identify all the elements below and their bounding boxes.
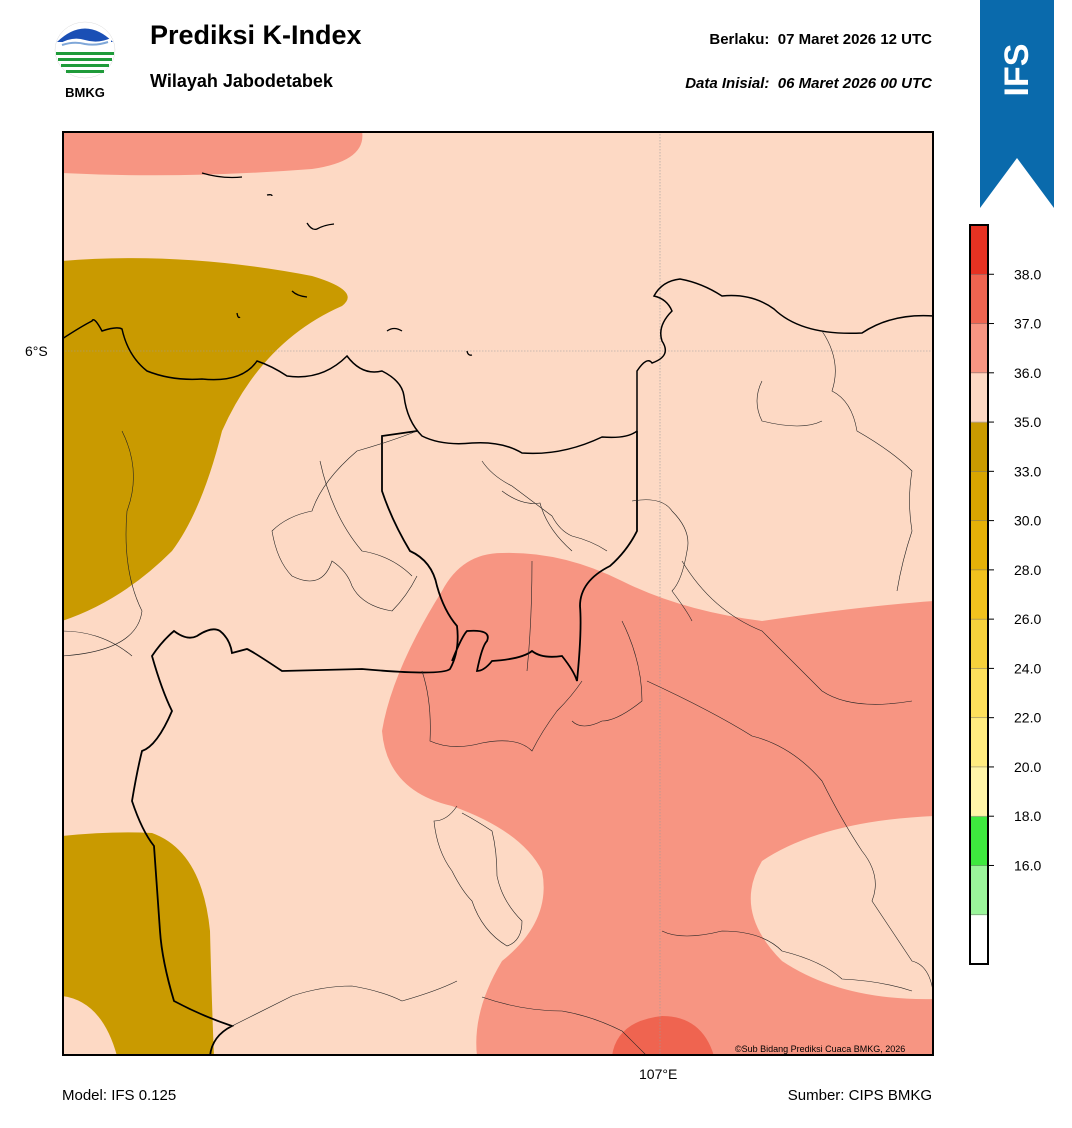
colorbar-tick-label: 36.0: [1014, 365, 1041, 381]
colorbar-tick-label: 20.0: [1014, 759, 1041, 775]
bmkg-logo-icon: [54, 21, 116, 79]
colorbar-segment: [970, 668, 988, 719]
colorbar-tick-label: 24.0: [1014, 660, 1041, 676]
coastline: [62, 278, 934, 455]
colorbar-segment: [970, 225, 988, 275]
init-time-label: Data Inisial:: [685, 75, 770, 92]
map-frame: [62, 131, 934, 1056]
islands: [201, 172, 473, 356]
colorbar-tick-label: 35.0: [1014, 414, 1041, 430]
k-index-map: [62, 131, 934, 1056]
valid-time-label: Berlaku:: [709, 31, 770, 48]
page-title: Prediksi K-Index: [150, 20, 362, 50]
colorbar-segment: [970, 914, 988, 965]
colorbar-tick-label: 38.0: [1014, 266, 1041, 282]
colorbar-ticks: 38.0 37.0 36.0 35.0 33.0 30.0 28.0 26.0 24.0 22.0…: [988, 266, 1041, 873]
valid-time: Berlaku: 07 Maret 2026 12 UTC: [709, 31, 932, 48]
init-time-value: 06 Maret 2026 00 UTC: [777, 75, 932, 92]
colorbar-tick-label: 26.0: [1014, 611, 1041, 627]
province-boundary: [131, 430, 638, 1056]
colorbar-segment: [970, 471, 988, 522]
map-credit: ©Sub Bidang Prediksi Cuaca BMKG, 2026: [735, 1044, 906, 1054]
k-index-zone-37-38: [612, 1016, 714, 1056]
colorbar-segment: [970, 372, 988, 423]
lat-tick-6s: 6°S: [25, 343, 48, 359]
regency-boundaries: [62, 330, 934, 1056]
footer-source: Sumber: CIPS BMKG: [787, 1087, 932, 1104]
k-index-zone-33-35-northwest: [62, 258, 348, 621]
colorbar-tick-label: 22.0: [1014, 710, 1041, 726]
colorbar-segment: [970, 569, 988, 620]
colorbar-segments: [970, 225, 988, 965]
k-index-colorbar: 38.0 37.0 36.0 35.0 33.0 30.0 28.0 26.0 24.0 22.0…: [969, 224, 1041, 965]
colorbar-segment: [970, 766, 988, 817]
colorbar-segment: [970, 816, 988, 866]
k-index-zone-33-35-southwest: [62, 832, 214, 1056]
colorbar-tick-label: 18.0: [1014, 808, 1041, 824]
colorbar-segment: [970, 865, 988, 916]
colorbar-segment: [970, 619, 988, 669]
colorbar-tick-label: 28.0: [1014, 562, 1041, 578]
k-index-zone-36-37-south: [382, 552, 934, 1056]
colorbar-segment: [970, 717, 988, 768]
logo-text: BMKG: [65, 85, 105, 100]
footer-model: Model: IFS 0.125: [62, 1087, 177, 1104]
colorbar-tick-label: 30.0: [1014, 513, 1041, 529]
k-index-zone-36-37-north: [62, 131, 363, 176]
colorbar-segment: [970, 520, 988, 571]
ifs-banner: [980, 0, 1054, 208]
colorbar-segment: [970, 422, 988, 472]
lon-tick-107e: 107°E: [639, 1066, 678, 1082]
colorbar-tick-label: 33.0: [1014, 463, 1041, 479]
page-subtitle: Wilayah Jabodetabek: [150, 71, 333, 91]
colorbar-segment: [970, 274, 988, 325]
colorbar-frame: [969, 224, 989, 965]
colorbar-tick-label: 16.0: [1014, 857, 1041, 873]
colorbar-tick-label: 37.0: [1014, 316, 1041, 332]
valid-time-value: 07 Maret 2026 12 UTC: [777, 31, 932, 48]
colorbar-segment: [970, 323, 988, 374]
init-time: Data Inisial: 06 Maret 2026 00 UTC: [685, 75, 932, 92]
ifs-banner-text: IFS: [998, 44, 1036, 97]
ifs-banner-label: IFS: [998, 44, 1036, 97]
